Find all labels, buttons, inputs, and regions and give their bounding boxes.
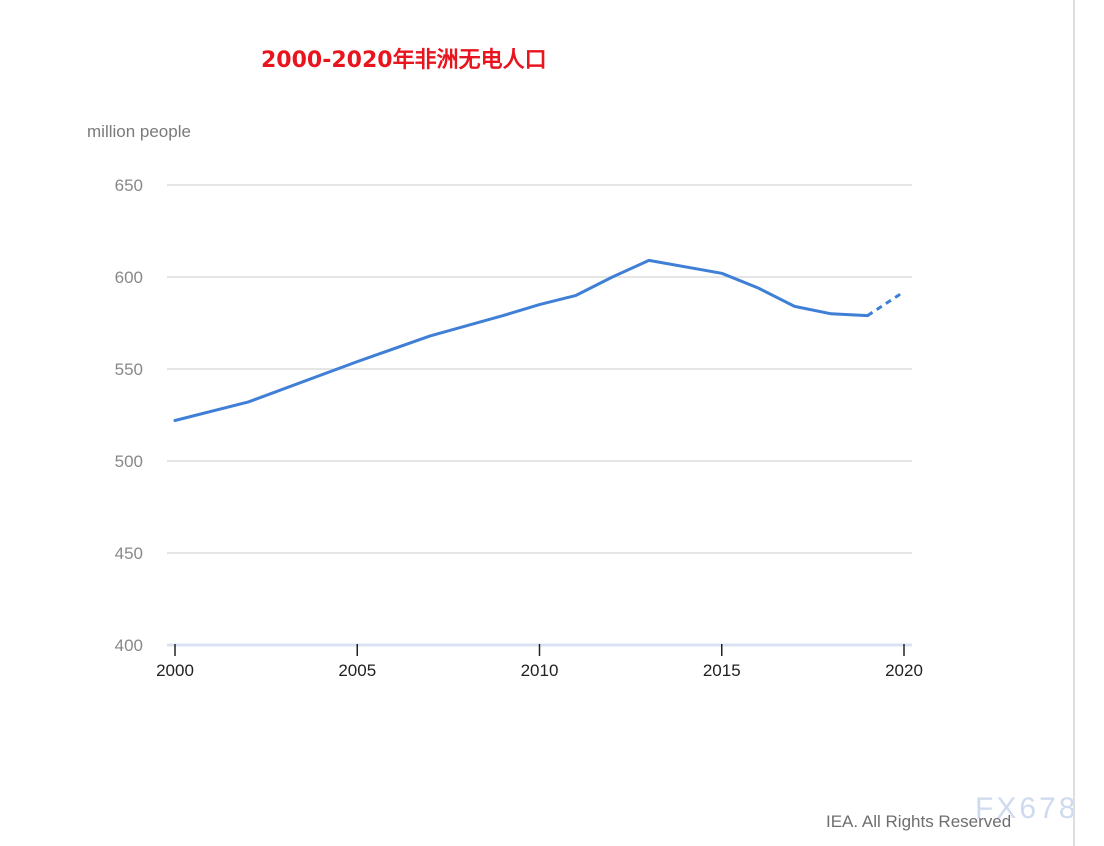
x-axis: 2000 2005 2010 2015 2020 [156,643,923,680]
y-tick-label: 450 [115,544,143,563]
gridlines [167,184,912,554]
credit-text: IEA. All Rights Reserved [826,812,1012,831]
x-tick-label: 2020 [885,661,923,680]
estimate-line [866,290,905,317]
y-tick-label: 400 [115,636,143,655]
data-line [173,258,869,422]
y-tick-label: 550 [115,360,143,379]
y-axis-unit-label: million people [87,122,191,141]
y-tick-label: 500 [115,452,143,471]
data-series [173,258,905,422]
y-axis-ticks: 400 450 500 550 600 650 [115,176,143,655]
x-tick-label: 2015 [703,661,741,680]
chart-title: 2000-2020年非洲无电人口 [261,48,547,73]
y-tick-label: 600 [115,268,143,287]
x-tick-label: 2000 [156,661,194,680]
scrollbar-divider [1073,0,1075,846]
y-tick-label: 650 [115,176,143,195]
watermark: FX678 [975,792,1079,825]
x-tick-label: 2010 [521,661,559,680]
x-tick-label: 2005 [338,661,376,680]
